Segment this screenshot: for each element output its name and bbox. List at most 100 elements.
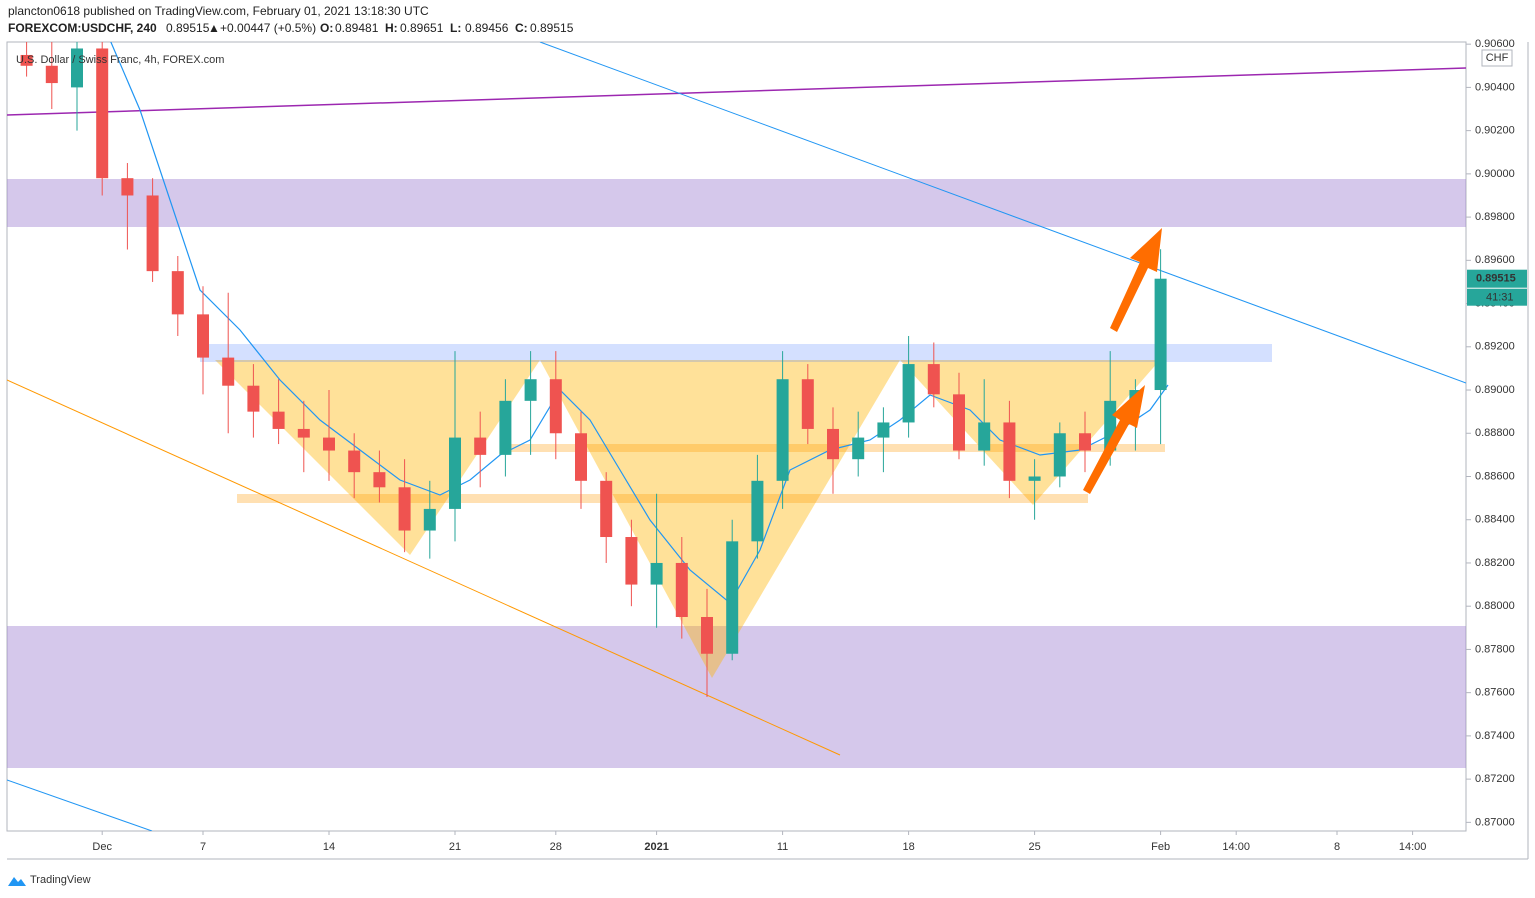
candle-body	[45, 65, 58, 84]
candle-body	[247, 385, 260, 412]
currency: CHF	[1486, 52, 1509, 64]
y-tick-label: 0.87400	[1475, 730, 1515, 742]
published-line: plancton0618 published on TradingView.co…	[8, 4, 429, 18]
y-tick-label: 0.87200	[1475, 773, 1515, 785]
candle-body	[1079, 433, 1091, 451]
ohlc-label: L:	[450, 21, 461, 35]
price-tag: 0.89515	[1476, 273, 1516, 285]
ohlc-value: 0.89651	[400, 21, 444, 35]
candle-body	[323, 437, 335, 451]
x-tick-label: 14:00	[1399, 841, 1427, 853]
candle-body	[222, 357, 235, 386]
ohlc-label: H:	[385, 21, 398, 35]
brand-logo	[8, 877, 26, 886]
trend-line	[7, 67, 1466, 116]
candle-body	[20, 54, 33, 66]
last-price: 0.89515	[166, 21, 210, 35]
y-tick-label: 0.88800	[1475, 427, 1515, 439]
candle-body	[600, 480, 613, 538]
candle-body	[398, 487, 411, 531]
y-tick-label: 0.89200	[1475, 341, 1515, 353]
x-tick-label: 11	[777, 841, 788, 853]
candle-body	[1053, 433, 1066, 477]
candle-body	[1028, 476, 1041, 481]
candle-body	[877, 422, 890, 438]
ohlc-value: 0.89515	[530, 21, 574, 35]
candle-body	[549, 379, 562, 434]
candle-body	[297, 428, 310, 438]
candle-body	[146, 195, 159, 272]
candle-body	[625, 537, 638, 585]
y-tick-label: 0.90000	[1475, 168, 1515, 180]
candle-body	[171, 271, 184, 315]
candle-body	[978, 422, 991, 451]
ohlc: O: 0.89481 H: 0.89651 L: 0.89456 C: 0.89515	[320, 21, 574, 35]
resistance-zone	[7, 179, 1466, 227]
arrow	[1110, 228, 1162, 332]
candle-body	[650, 562, 663, 585]
y-tick-label: 0.88600	[1475, 470, 1515, 482]
x-tick-label: 21	[449, 841, 461, 853]
legend: U.S. Dollar / Swiss Franc, 4h, FOREX.com	[16, 54, 224, 66]
arrow	[1083, 385, 1145, 494]
level-band	[237, 494, 1088, 503]
ohlc-label: C:	[515, 21, 528, 35]
candle-body	[71, 48, 83, 88]
candle-body	[852, 437, 865, 460]
y-tick-label: 0.89600	[1475, 254, 1515, 266]
x-tick-label: 14	[323, 841, 335, 853]
candle-body	[1154, 278, 1167, 391]
arrows	[1083, 228, 1162, 494]
x-tick-label: Dec	[92, 841, 112, 853]
x-tick-label: 2021	[644, 841, 668, 853]
candle-body	[902, 364, 915, 423]
y-tick-label: 0.89000	[1475, 384, 1515, 396]
trend-line	[7, 379, 841, 756]
countdown-bg	[1467, 288, 1527, 306]
ohlc-value: 0.89456	[465, 21, 509, 35]
drawings	[7, 42, 1466, 831]
brand: TradingView	[30, 874, 91, 886]
ohlc-label: O:	[320, 21, 333, 35]
pattern-shape	[215, 360, 540, 555]
symbol: FOREXCOM:USDCHF, 240	[8, 21, 157, 35]
candle-body	[96, 48, 109, 179]
y-tick-label: 0.87600	[1475, 687, 1515, 699]
candle-body	[272, 411, 285, 429]
candle-body	[726, 541, 739, 654]
change-icon: ▲	[208, 21, 220, 35]
price-tag-bg	[1467, 269, 1527, 288]
currency-box	[1481, 49, 1513, 67]
candle-body	[827, 428, 839, 460]
candle-body	[801, 379, 814, 429]
change: +0.00447 (+0.5%)	[220, 21, 316, 35]
y-tick-label: 0.90200	[1475, 125, 1515, 137]
candle-body	[701, 616, 713, 654]
candle-body	[499, 400, 512, 455]
x-tick-label: 18	[902, 841, 914, 853]
candle-body	[197, 314, 209, 358]
candle-body	[1003, 422, 1016, 481]
trend-line	[7, 779, 153, 831]
x-tick-label: 25	[1028, 841, 1040, 853]
y-tick-label: 0.88400	[1475, 514, 1515, 526]
plot-area	[6, 41, 1467, 832]
neckline-band	[200, 344, 1272, 362]
y-tick-label: 0.90400	[1475, 81, 1515, 93]
x-tick-label: 8	[1334, 841, 1340, 853]
candle-body	[927, 364, 940, 395]
countdown: 41:31	[1486, 292, 1514, 304]
candle-body	[348, 450, 361, 473]
x-tick-label: 28	[550, 841, 562, 853]
candle-body	[575, 433, 587, 481]
candle-body	[751, 480, 764, 542]
y-tick-label: 0.89800	[1475, 211, 1515, 223]
x-tick-label: 14:00	[1222, 841, 1250, 853]
candle-body	[373, 472, 386, 488]
candle-body	[953, 394, 965, 451]
candle-body	[776, 379, 789, 481]
x-tick-label: 7	[200, 841, 206, 853]
moving-average	[110, 42, 1169, 604]
